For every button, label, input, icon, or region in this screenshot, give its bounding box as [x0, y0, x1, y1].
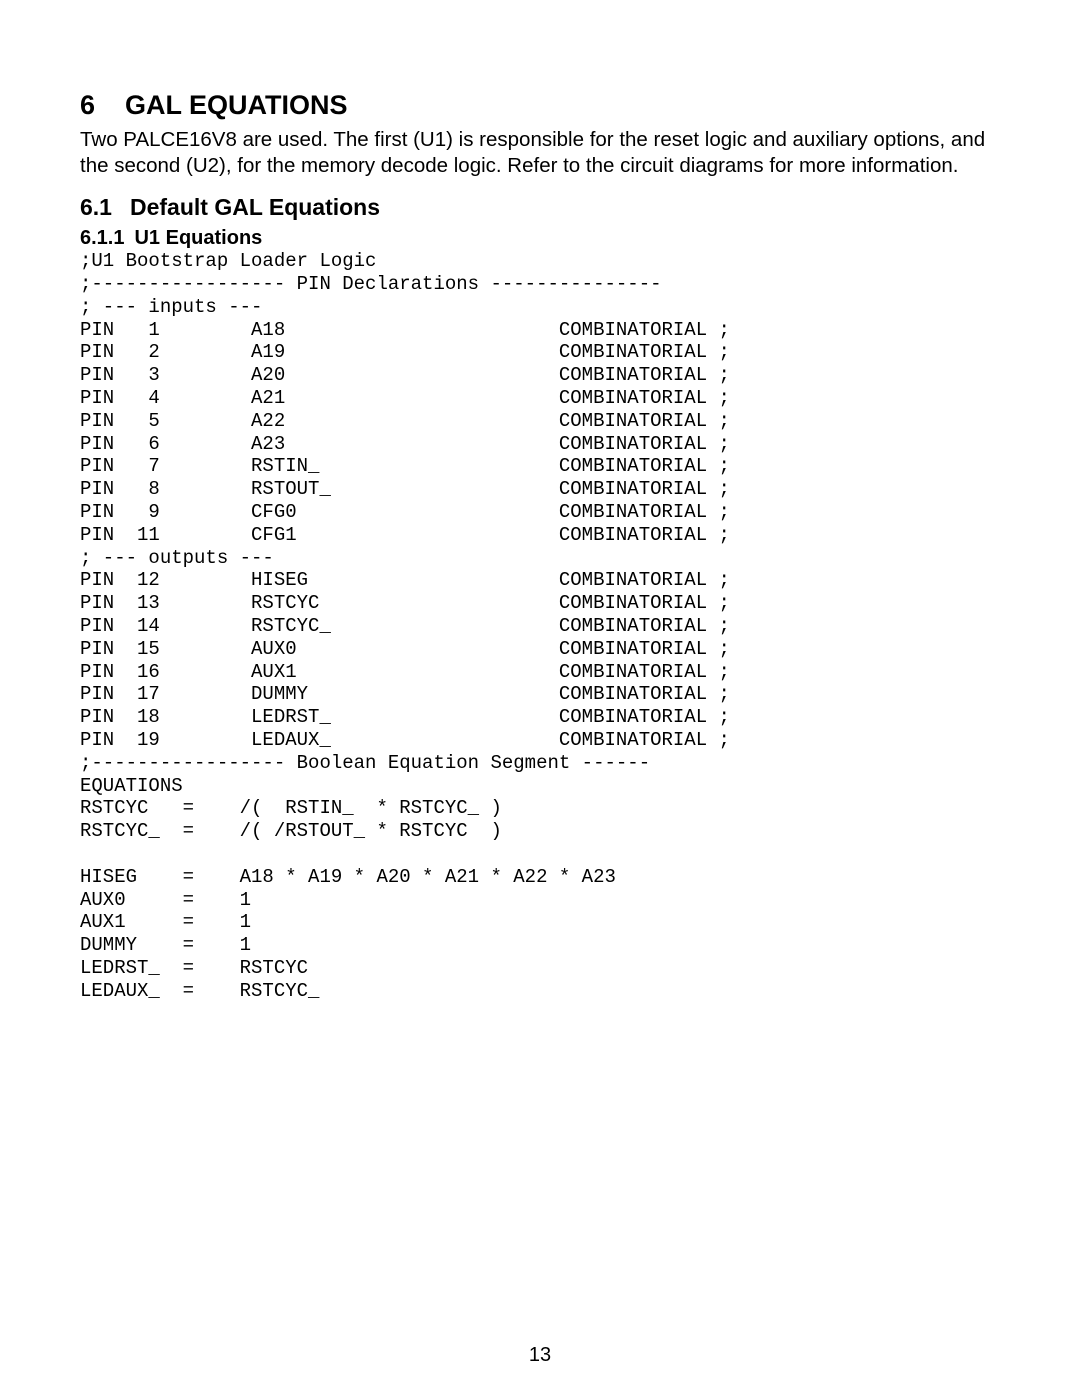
section-number: 6 — [80, 90, 95, 121]
section-intro-paragraph: Two PALCE16V8 are used. The first (U1) i… — [80, 127, 1000, 178]
subsection-heading: 6.1 Default GAL Equations — [80, 194, 1000, 221]
code-listing: ;U1 Bootstrap Loader Logic ;------------… — [80, 250, 1000, 1002]
subsubsection-heading: 6.1.1 U1 Equations — [80, 227, 1000, 250]
section-title: GAL EQUATIONS — [125, 90, 348, 120]
page-number: 13 — [0, 1344, 1080, 1367]
section-heading: 6 GAL EQUATIONS — [80, 90, 1000, 121]
subsubsection-number: 6.1.1 — [80, 227, 124, 250]
subsection-number: 6.1 — [80, 194, 112, 221]
subsection-title: Default GAL Equations — [130, 194, 380, 220]
subsubsection-title: U1 Equations — [134, 227, 262, 249]
document-page: 6 GAL EQUATIONS Two PALCE16V8 are used. T… — [0, 0, 1080, 1397]
